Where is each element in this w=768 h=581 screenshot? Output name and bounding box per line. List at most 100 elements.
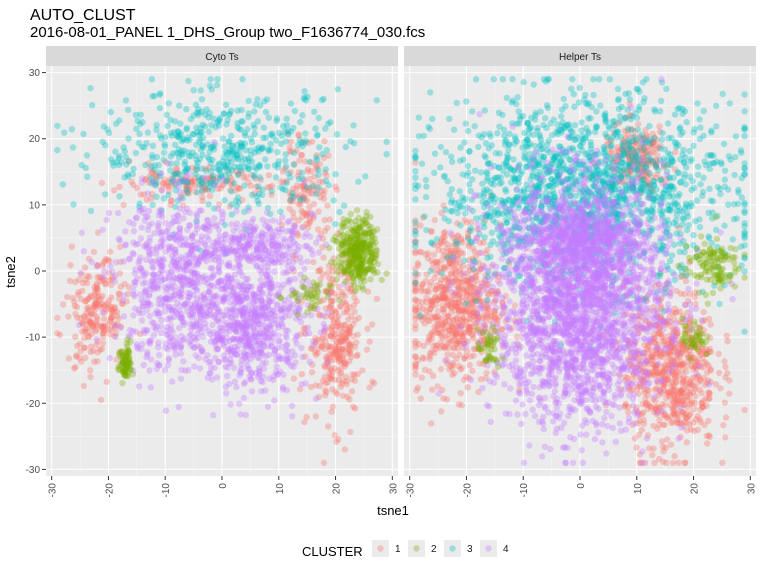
data-point-cluster-4 [211,365,217,371]
data-point-cluster-4 [285,328,291,334]
data-point-cluster-4 [232,379,238,385]
data-point-cluster-1 [460,314,466,320]
data-point-cluster-2 [351,282,357,288]
data-point-cluster-4 [262,222,268,228]
data-point-cluster-4 [195,245,201,251]
data-point-cluster-2 [358,278,364,284]
data-point-cluster-1 [347,429,353,435]
data-point-cluster-4 [283,334,289,340]
data-point-cluster-2 [369,249,375,255]
data-point-cluster-4 [226,338,232,344]
data-point-cluster-3 [316,115,322,121]
data-point-cluster-4 [146,244,152,250]
data-point-cluster-4 [172,291,178,297]
data-point-cluster-2 [315,299,321,305]
data-point-cluster-4 [254,262,260,268]
data-point-cluster-1 [84,317,90,323]
data-point-cluster-3 [277,184,283,190]
data-point-cluster-1 [688,426,694,432]
data-point-cluster-1 [344,306,350,312]
data-point-cluster-4 [150,265,156,271]
data-point-cluster-1 [449,360,455,366]
data-point-cluster-1 [88,311,94,317]
data-point-cluster-4 [304,258,310,264]
data-point-cluster-4 [237,263,243,269]
data-point-cluster-4 [212,182,218,188]
data-point-cluster-3 [282,157,288,163]
data-point-cluster-4 [276,219,282,225]
data-point-cluster-3 [314,131,320,137]
data-point-cluster-3 [235,194,241,200]
data-point-cluster-1 [705,396,711,402]
data-point-cluster-4 [158,231,164,237]
data-point-cluster-1 [633,444,639,450]
data-point-cluster-1 [72,334,78,340]
data-point-cluster-2 [360,286,366,292]
data-point-cluster-3 [335,86,341,92]
data-point-cluster-1 [435,383,441,389]
data-point-cluster-1 [74,343,80,349]
data-point-cluster-3 [314,157,320,163]
data-point-cluster-3 [89,102,95,108]
data-point-cluster-1 [464,219,470,225]
data-point-cluster-3 [274,149,280,155]
data-point-cluster-3 [54,147,60,153]
data-point-cluster-3 [288,100,294,106]
data-point-cluster-1 [417,303,423,309]
data-point-cluster-3 [133,150,139,156]
data-point-cluster-4 [136,383,142,389]
data-point-cluster-4 [299,354,305,360]
data-point-cluster-4 [203,310,209,316]
data-point-cluster-1 [87,367,93,373]
data-point-cluster-4 [263,353,269,359]
data-point-cluster-4 [187,290,193,296]
data-point-cluster-4 [251,314,257,320]
data-point-cluster-4 [154,308,160,314]
data-point-cluster-4 [233,384,239,390]
x-tick-label: 10 [275,483,286,495]
data-point-cluster-3 [665,120,671,126]
data-point-cluster-1 [700,309,706,315]
data-point-cluster-1 [676,460,682,466]
data-point-cluster-1 [425,255,431,261]
data-point-cluster-4 [241,395,247,401]
data-point-cluster-4 [107,263,113,269]
data-point-cluster-3 [277,209,283,215]
data-point-cluster-4 [285,249,291,255]
data-point-cluster-1 [309,369,315,375]
data-point-cluster-3 [204,180,210,186]
data-point-cluster-1 [412,344,418,350]
data-point-cluster-1 [664,436,670,442]
data-point-cluster-1 [313,382,319,388]
data-point-cluster-4 [154,244,160,250]
data-point-cluster-2 [360,221,366,227]
data-point-cluster-4 [169,269,175,275]
data-point-cluster-1 [435,247,441,253]
data-point-cluster-2 [375,261,381,267]
data-point-cluster-1 [418,396,424,402]
data-point-cluster-3 [290,125,296,131]
data-point-cluster-3 [70,144,76,150]
data-point-cluster-3 [209,86,215,92]
data-point-cluster-1 [435,308,441,314]
data-point-cluster-1 [340,346,346,352]
data-point-cluster-3 [224,149,230,155]
x-tick-label: -10 [161,483,172,498]
data-point-cluster-3 [332,171,338,177]
data-point-cluster-1 [67,278,73,284]
data-point-cluster-2 [328,259,334,265]
data-point-cluster-4 [155,344,161,350]
data-point-cluster-3 [292,108,298,114]
data-point-cluster-1 [364,326,370,332]
data-point-cluster-1 [313,413,319,419]
data-point-cluster-4 [215,206,221,212]
data-point-cluster-4 [131,228,137,234]
data-point-cluster-4 [238,370,244,376]
data-point-cluster-3 [224,162,230,168]
data-point-cluster-3 [463,98,469,104]
data-point-cluster-1 [641,342,647,348]
data-point-cluster-1 [352,405,358,411]
data-point-cluster-3 [304,94,310,100]
x-tick-label: 30 [388,483,399,495]
